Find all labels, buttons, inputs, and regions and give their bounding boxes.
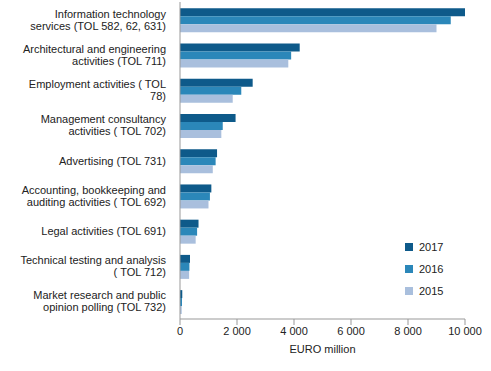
svg-text:Advertising (TOL 731): Advertising (TOL 731) [59, 155, 166, 167]
svg-text:Market research and public: Market research and public [33, 289, 166, 301]
svg-text:Employment activities ( TOL: Employment activities ( TOL [29, 78, 166, 90]
svg-text:8 000: 8 000 [394, 325, 422, 337]
svg-text:( TOL 712): ( TOL 712) [114, 266, 166, 278]
svg-text:78): 78) [150, 90, 166, 102]
svg-text:6 000: 6 000 [337, 325, 365, 337]
svg-text:activities ( TOL 702): activities ( TOL 702) [68, 125, 166, 137]
svg-text:activities (TOL 711): activities (TOL 711) [72, 55, 166, 67]
svg-text:10 000: 10 000 [448, 325, 482, 337]
svg-text:Legal activities (TOL 691): Legal activities (TOL 691) [41, 225, 166, 237]
html-text:2017: 2017 [419, 241, 444, 253]
svg-text:auditing activities ( TOL 692): auditing activities ( TOL 692) [27, 196, 166, 208]
svg-text:services (TOL 582, 62, 631): services (TOL 582, 62, 631) [30, 20, 166, 32]
svg-text:4 000: 4 000 [280, 325, 308, 337]
svg-text:Technical testing and analysis: Technical testing and analysis [20, 254, 166, 266]
svg-text:Architectural and engineering: Architectural and engineering [23, 43, 166, 55]
svg-text:opinion polling (TOL 732): opinion polling (TOL 732) [43, 301, 166, 313]
html-text:2016: 2016 [419, 263, 444, 275]
svg-text:Accounting, bookkeeping and: Accounting, bookkeeping and [22, 184, 166, 196]
svg-text:EURO million: EURO million [289, 343, 355, 355]
svg-text:0: 0 [177, 325, 183, 337]
svg-text:2 000: 2 000 [223, 325, 251, 337]
svg-text:Information technology: Information technology [55, 8, 167, 20]
svg-text:Management consultancy: Management consultancy [41, 113, 167, 125]
html-text:2015: 2015 [419, 285, 444, 297]
